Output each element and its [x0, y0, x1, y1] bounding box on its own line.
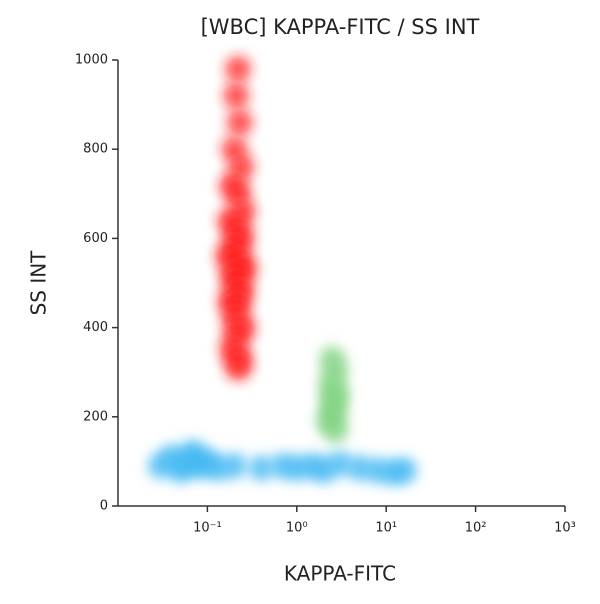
point — [225, 55, 252, 82]
y-tick-label: 800 — [83, 142, 108, 157]
x-tick-label: 10³ — [554, 521, 576, 536]
y-axis-label: SS INT — [27, 250, 51, 316]
y-tick-label: 200 — [83, 409, 108, 424]
x-tick-label: 10² — [465, 521, 487, 536]
y-tick-label: 1000 — [75, 53, 108, 68]
point — [226, 109, 253, 136]
x-axis-label: KAPPA-FITC — [284, 562, 396, 586]
y-tick-label: 400 — [83, 320, 108, 335]
point — [221, 452, 248, 479]
x-tick-label: 10⁻¹ — [193, 521, 222, 536]
chart-title: [WBC] KAPPA-FITC / SS INT — [201, 15, 480, 39]
plot-area — [147, 55, 418, 486]
point — [223, 82, 250, 109]
x-tick-label: 10⁰ — [286, 521, 308, 536]
point — [322, 417, 349, 444]
point — [248, 455, 275, 482]
point — [391, 457, 418, 484]
x-tick-label: 10¹ — [375, 521, 397, 536]
y-tick-label: 600 — [83, 231, 108, 246]
point — [326, 450, 353, 477]
point — [225, 354, 252, 381]
y-tick-label: 0 — [100, 499, 108, 514]
